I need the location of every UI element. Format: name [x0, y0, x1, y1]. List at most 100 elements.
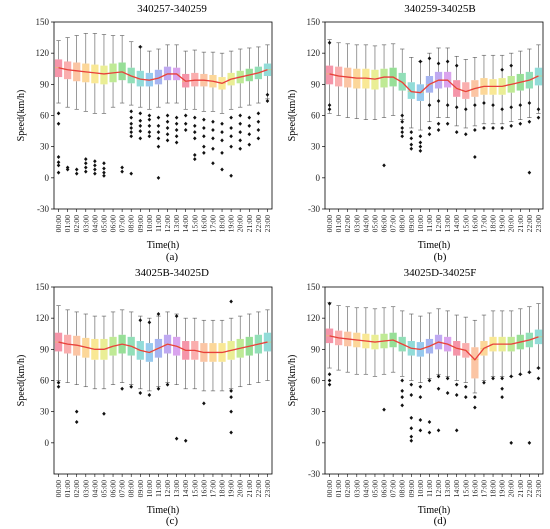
x-tick-label: 05:00 — [370, 215, 379, 233]
outlier-point — [436, 121, 441, 126]
x-tick-label: 10:00 — [145, 480, 154, 498]
x-tick-label: 21:00 — [516, 480, 525, 498]
x-tick-label: 00:00 — [54, 480, 63, 498]
outlier-point — [327, 301, 332, 306]
x-tick-label: 02:00 — [72, 480, 81, 498]
outlier-point — [418, 395, 423, 400]
outlier-point — [256, 111, 261, 116]
y-tick-label: -30 — [37, 204, 49, 214]
outlier-point — [174, 140, 179, 145]
outlier-point — [327, 382, 332, 387]
x-tick-label: 11:00 — [154, 215, 163, 232]
x-tick-label: 10:00 — [145, 215, 154, 233]
box-05:00 — [100, 65, 108, 85]
outlier-point — [211, 128, 215, 133]
outlier-point — [482, 380, 486, 385]
x-tick-label: 21:00 — [245, 480, 254, 498]
x-tick-label: 20:00 — [507, 480, 516, 498]
outlier-point — [509, 440, 514, 445]
outlier-point — [129, 115, 134, 120]
outlier-point — [382, 163, 386, 168]
outlier-point — [491, 103, 495, 108]
outlier-point — [409, 382, 414, 387]
y-tick-label: 120 — [36, 313, 50, 323]
outlier-point — [500, 107, 504, 112]
x-tick-label: 18:00 — [489, 480, 498, 498]
outlier-point — [220, 167, 224, 172]
x-axis-label: Time(h) — [418, 240, 450, 251]
outlier-point — [211, 136, 215, 141]
outlier-point — [211, 146, 215, 151]
x-tick-label: 20:00 — [236, 480, 245, 498]
y-tick-label: 30 — [311, 142, 321, 152]
y-tick-label: 150 — [36, 282, 50, 292]
x-tick-label: 15:00 — [461, 480, 470, 498]
outlier-point — [238, 146, 243, 151]
x-tick-label: 06:00 — [380, 480, 389, 498]
x-tick-label: 23:00 — [534, 480, 543, 498]
outlier-point — [147, 320, 152, 325]
outlier-point — [256, 119, 261, 124]
outlier-point — [509, 374, 514, 379]
x-tick-label: 18:00 — [218, 215, 227, 233]
outlier-point — [138, 318, 143, 323]
outlier-point — [220, 121, 224, 126]
outlier-point — [400, 130, 405, 135]
outlier-point — [83, 157, 88, 162]
outlier-point — [211, 161, 215, 166]
box-09:00 — [407, 82, 415, 99]
outlier-point — [165, 132, 170, 137]
y-tick-label: 150 — [36, 17, 50, 27]
outlier-point — [418, 59, 423, 64]
outlier-point — [445, 390, 450, 395]
x-tick-label: 03:00 — [352, 480, 361, 498]
outlier-point — [527, 170, 532, 175]
y-tick-label: 120 — [307, 48, 321, 58]
outlier-point — [436, 386, 441, 391]
x-tick-label: 16:00 — [470, 215, 479, 233]
outlier-point — [382, 407, 386, 412]
outlier-point — [174, 134, 179, 139]
outlier-point — [220, 130, 224, 135]
outlier-point — [409, 146, 414, 151]
panel-label: (a) — [166, 251, 179, 263]
x-tick-label: 09:00 — [136, 480, 145, 498]
outlier-point — [165, 113, 170, 118]
outlier-point — [147, 134, 152, 139]
x-tick-label: 15:00 — [190, 480, 199, 498]
outlier-point — [527, 370, 532, 375]
y-tick-label: 0 — [316, 173, 321, 183]
outlier-point — [509, 105, 514, 110]
outlier-point — [247, 123, 252, 128]
outlier-point — [102, 173, 106, 178]
y-tick-label: 120 — [36, 48, 50, 58]
x-axis-label: Time(h) — [147, 505, 179, 516]
y-tick-label: 60 — [40, 376, 50, 386]
x-tick-label: 11:00 — [154, 480, 163, 497]
outlier-point — [74, 420, 79, 425]
x-tick-label: 15:00 — [461, 215, 470, 233]
outlier-point — [129, 134, 134, 139]
y-tick-label: 150 — [307, 282, 321, 292]
chart-title: 340257-340259 — [137, 3, 207, 15]
outlier-point — [202, 401, 206, 406]
y-tick-label: 60 — [311, 111, 321, 121]
x-tick-label: 13:00 — [443, 215, 452, 233]
x-tick-label: 11:00 — [425, 480, 434, 497]
x-tick-label: 14:00 — [452, 215, 461, 233]
outlier-point — [138, 136, 143, 141]
outlier-point — [436, 98, 441, 103]
outlier-point — [238, 113, 243, 118]
outlier-point — [327, 103, 332, 108]
outlier-point — [129, 384, 134, 389]
outlier-point — [192, 157, 197, 162]
outlier-point — [138, 111, 143, 116]
outlier-point — [400, 403, 405, 408]
outlier-point — [327, 378, 332, 383]
outlier-point — [418, 384, 423, 389]
outlier-point — [265, 98, 270, 103]
outlier-point — [174, 314, 179, 319]
outlier-point — [192, 130, 197, 135]
x-tick-label: 16:00 — [470, 480, 479, 498]
outlier-point — [174, 128, 179, 133]
